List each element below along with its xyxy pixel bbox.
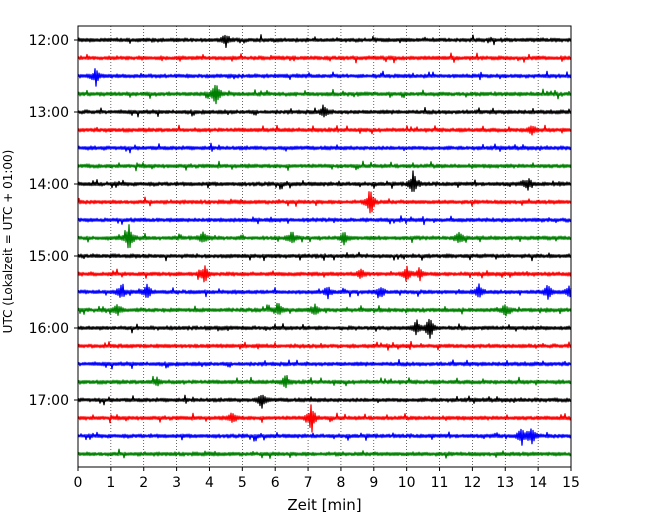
x-tick-label: 8	[336, 475, 345, 491]
trace-1230	[77, 68, 572, 87]
x-tick-label: 0	[74, 475, 83, 491]
x-tick-label: 11	[431, 475, 449, 491]
x-tick-label: 1	[106, 475, 115, 491]
trace-1345	[77, 160, 572, 172]
trace-1215	[77, 52, 572, 64]
x-tick-label: 14	[529, 475, 547, 491]
trace-1530	[77, 283, 572, 300]
trace-1430	[77, 215, 572, 226]
trace-1245	[77, 84, 572, 105]
x-tick-label: 12	[463, 475, 481, 491]
y-tick-label: 13:00	[29, 105, 69, 121]
x-tick-label: 7	[304, 475, 313, 491]
trace-1315	[77, 124, 572, 136]
trace-1615	[77, 340, 572, 351]
x-tick-label: 9	[369, 475, 378, 491]
trace-1600	[77, 318, 572, 339]
y-tick-label: 15:00	[29, 249, 69, 265]
trace-1715	[77, 404, 572, 433]
x-tick-label: 4	[205, 475, 214, 491]
y-tick-label: 12:00	[29, 33, 69, 49]
x-tick-label: 6	[271, 475, 280, 491]
trace-1745	[77, 448, 572, 459]
seismic-traces	[77, 34, 572, 459]
x-tick-label: 13	[496, 475, 514, 491]
trace-1445	[77, 224, 572, 249]
trace-1515	[77, 265, 572, 283]
x-tick-label: 10	[398, 475, 416, 491]
trace-1730	[77, 428, 572, 446]
plot-frame	[77, 25, 572, 468]
x-axis-label: Zeit [min]	[287, 496, 361, 514]
x-tick-label: 5	[238, 475, 247, 491]
trace-1400	[77, 170, 572, 192]
trace-1300	[77, 104, 572, 118]
x-tick-label: 3	[172, 475, 181, 491]
x-tick-label: 2	[139, 475, 148, 491]
x-axis-ticks: 0 1 2 3 4 5 6 7 8 9 10 11 12 13 14 15	[74, 467, 580, 491]
trace-1200	[77, 34, 572, 49]
trace-1545	[77, 302, 572, 317]
trace-1415	[77, 191, 572, 214]
trace-1630	[77, 359, 572, 370]
trace-1700	[77, 394, 572, 409]
y-axis-ticks: 12:00 13:00 14:00 15:00 16:00 17:00	[29, 33, 78, 409]
y-axis-label: UTC (Lokalzeit = UTC + 01:00)	[1, 150, 15, 334]
trace-1645	[77, 374, 572, 389]
x-tick-label: 15	[562, 475, 580, 491]
y-tick-label: 14:00	[29, 177, 69, 193]
y-tick-label: 17:00	[29, 393, 69, 409]
trace-1500	[77, 251, 572, 262]
y-tick-label: 16:00	[29, 321, 69, 337]
trace-1330	[77, 142, 572, 154]
